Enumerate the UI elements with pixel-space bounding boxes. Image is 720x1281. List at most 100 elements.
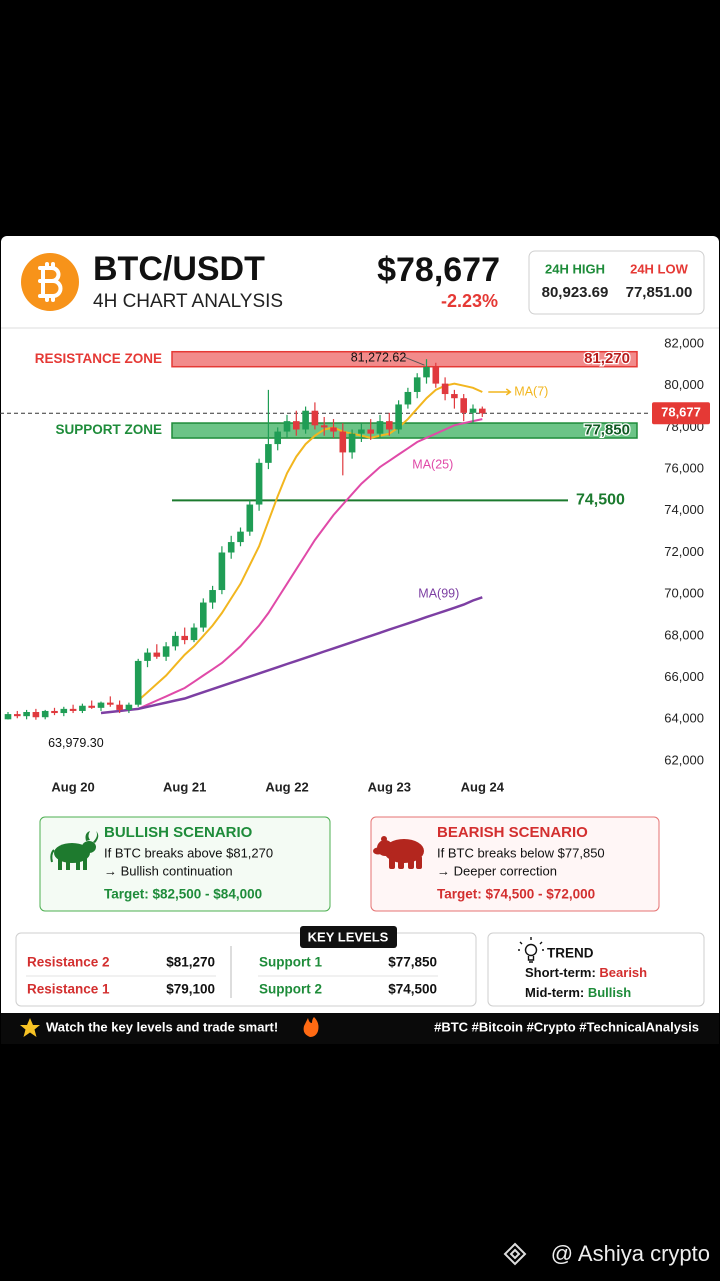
candle-body (413, 377, 421, 392)
candle-body (432, 366, 440, 384)
candle-body (283, 421, 291, 432)
candle-body (23, 712, 30, 717)
zone-name: SUPPORT ZONE (55, 422, 162, 437)
btc-logo-glyph (38, 262, 63, 302)
level-name: Support 2 (259, 982, 322, 997)
zone-value: 77,850 (584, 421, 630, 438)
candle-body (181, 635, 188, 641)
y-tick-label: 74,000 (664, 502, 704, 517)
bullish-line: → Bullish continuation (104, 863, 233, 878)
price-tag-label: 78,677 (661, 405, 701, 420)
bearish-panel: BEARISH SCENARIO If BTC breaks below $77… (370, 816, 660, 912)
ma-label: MA(25) (412, 457, 453, 471)
y-tick-label: 64,000 (664, 711, 704, 726)
y-tick-label: 70,000 (664, 586, 704, 601)
candle-body (339, 431, 347, 453)
candle-body (60, 708, 68, 714)
candle-body (479, 408, 486, 414)
bullish-box (39, 816, 331, 912)
candle-body (237, 531, 244, 543)
candle-body (41, 710, 49, 718)
candle-body (190, 627, 198, 641)
price: $78,677 (377, 251, 500, 289)
bearish-line: If BTC breaks below $77,850 (437, 845, 605, 860)
x-tick-label: Aug 23 (368, 779, 411, 794)
bullish-title: BULLISH SCENARIO (104, 824, 253, 841)
y-tick-label: 82,000 (664, 335, 704, 350)
bull-icon (50, 831, 99, 870)
candle-body (32, 712, 40, 718)
key-levels-pill (300, 926, 397, 948)
high-label: 24H HIGH (545, 261, 605, 276)
candle-body (441, 383, 449, 395)
bear-icon (373, 836, 424, 869)
ma-arrow (488, 388, 512, 396)
level-name: Resistance 2 (27, 955, 110, 970)
candle-body (88, 705, 95, 708)
bearish-box (370, 816, 660, 912)
candle-body (469, 408, 477, 413)
watermark-icon (503, 1242, 527, 1266)
level-value: $77,850 (388, 955, 437, 970)
candle-body (134, 660, 142, 705)
candle-body (144, 652, 151, 661)
stats-box (528, 250, 705, 315)
candle-body (4, 714, 12, 720)
y-tick-label: 66,000 (664, 669, 704, 684)
level-label: 74,500 (576, 492, 625, 509)
candle-body (367, 429, 374, 434)
key-levels: KEY LEVELS Resistance 2 $81,270 Resistan… (15, 926, 477, 1007)
candle-body (302, 410, 309, 430)
candle-body (330, 427, 337, 432)
zone-value: 81,270 (584, 350, 630, 367)
candle-body (311, 410, 319, 426)
candle-body (386, 421, 393, 430)
ma-label: MA(7) (514, 384, 548, 398)
candle-body (69, 708, 77, 711)
trend-value: Bearish (599, 965, 647, 980)
candle-body (274, 431, 281, 445)
trend-label: Short-term: (525, 965, 596, 980)
ma-line (100, 596, 483, 715)
bearish-line: → Deeper correction (437, 863, 557, 878)
candle-body (460, 398, 467, 413)
candle-body (125, 704, 133, 710)
x-tick-label: Aug 24 (461, 779, 505, 794)
y-tick-label: 68,000 (664, 627, 704, 642)
trend: TREND Short-term: Bearish Mid-term: Bull… (487, 932, 705, 1007)
trend-short: Short-term: Bearish (525, 965, 647, 980)
x-tick-label: Aug 20 (51, 779, 94, 794)
candle-body (348, 433, 356, 453)
level-name: Support 1 (259, 955, 322, 970)
candle-body (395, 404, 402, 430)
zone (171, 350, 638, 368)
price-change: -2.23% (441, 291, 498, 311)
candle-body (376, 421, 384, 434)
trend-value: Bullish (588, 985, 631, 1000)
level-value: $79,100 (166, 982, 215, 997)
bearish-title: BEARISH SCENARIO (437, 824, 588, 841)
candle-body (107, 702, 114, 705)
candle-body (51, 710, 58, 714)
candle-body (116, 704, 123, 710)
bullish-panel: BULLISH SCENARIO If BTC breaks above $81… (39, 816, 331, 912)
candle-body (97, 702, 105, 708)
candle-body (14, 714, 21, 717)
price-tag (652, 402, 710, 425)
ma-line (137, 382, 483, 702)
candle-body (404, 391, 412, 405)
watermark-text: @ Ashiya crypto (551, 1241, 710, 1266)
level-value: $81,270 (166, 955, 215, 970)
level-value: $74,500 (388, 982, 437, 997)
candle-body (293, 421, 300, 430)
low-label: 63,979.30 (48, 736, 104, 750)
candle-body (162, 646, 170, 657)
high-label: 81,272.62 (351, 350, 407, 364)
footer: Watch the key levels and trade smart! #B… (1, 1013, 719, 1044)
low-value: 77,851.00 (626, 284, 693, 301)
candle-body (255, 462, 263, 505)
key-levels-box (15, 932, 477, 1007)
high-value: 80,923.69 (542, 284, 609, 301)
footer-bar (1, 1013, 719, 1044)
